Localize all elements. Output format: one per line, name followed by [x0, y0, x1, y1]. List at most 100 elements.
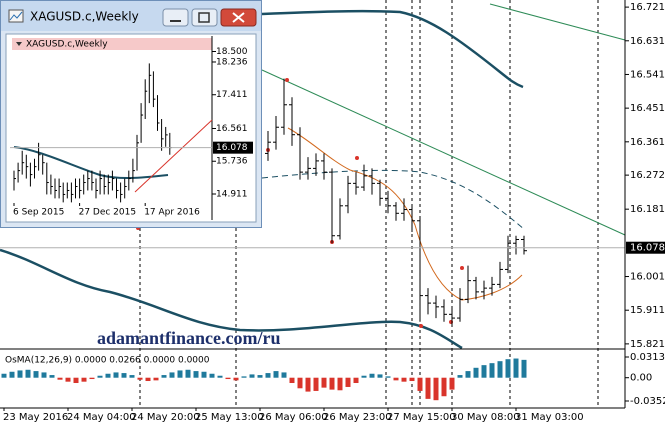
osma-bar [521, 359, 527, 378]
osma-bar [505, 359, 511, 378]
restore-icon [198, 12, 210, 23]
osma-bar [417, 377, 423, 391]
osma-bar [201, 371, 207, 378]
osma-bar [97, 375, 103, 378]
osma-bar [57, 377, 63, 380]
osma-bar [105, 373, 111, 378]
osma-bar [313, 377, 319, 391]
y-tick-label: 14.911 [216, 190, 248, 200]
y-tick-label: 16.541 [630, 69, 665, 80]
minimize-button[interactable] [162, 8, 189, 27]
osma-bar [321, 377, 327, 388]
osma-bar [449, 377, 455, 390]
osma-panel: OsMA(12,26,9) 0.0000 0.0266 0.0000 0.000… [0, 348, 665, 407]
osma-bar [129, 375, 135, 378]
osma-bar [169, 372, 175, 378]
osma-bar [401, 377, 407, 382]
osma-bar [513, 358, 519, 378]
x-tick-label: 27 May 15:00 [387, 412, 456, 423]
x-tick-label: 30 May 08:00 [451, 412, 520, 423]
osma-bar [273, 371, 279, 378]
watermark: adamantfinance.com/ru [97, 328, 281, 348]
y-tick-label: -0.0352 [630, 396, 665, 407]
osma-bar [249, 374, 255, 378]
axes-frame [0, 0, 626, 409]
osma-bar [41, 372, 47, 378]
osma-bar [337, 377, 343, 391]
osma-bar [369, 373, 375, 378]
x-tick-label: 25 May 13:00 [195, 412, 264, 423]
last-price-box [626, 241, 665, 254]
restore-button[interactable] [191, 8, 218, 27]
osma-bar [265, 373, 271, 378]
osma-bar [137, 377, 143, 380]
osma-bar [177, 370, 183, 378]
y-tick-label: 15.736 [216, 157, 248, 167]
y-tick-label: 16.361 [630, 137, 665, 148]
y-tick-label: 0.00 [630, 373, 652, 384]
osma-bar [329, 377, 335, 390]
osma-bar [465, 371, 471, 378]
y-tick-label: 16.272 [630, 170, 665, 181]
y-tick-label: 15.821 [630, 339, 665, 350]
osma-bar [9, 371, 15, 378]
osma-bar [345, 377, 351, 387]
osma-bar [425, 377, 431, 399]
osma-bar [385, 376, 391, 378]
title-bar [1, 1, 261, 31]
y-tick-label: 16.721 [630, 2, 665, 13]
osma-bar [121, 373, 127, 378]
y-tick-label: 18.236 [216, 57, 248, 67]
symbol-arrow [16, 42, 22, 46]
osma-bar [153, 377, 159, 381]
osma-bar [217, 375, 223, 378]
inset-trendline [134, 119, 213, 193]
osma-bar [145, 377, 151, 382]
y-tick-label: 16.451 [630, 103, 665, 114]
y-tick-label: 16.561 [216, 124, 248, 134]
y-tick-label: 16.631 [630, 36, 665, 47]
osma-bar [241, 376, 247, 378]
osma-bar [353, 377, 359, 384]
osma-bar [89, 377, 95, 380]
x-tick-label: 24 May 20:00 [131, 412, 200, 423]
x-tick-label: 27 Dec 2015 [79, 208, 137, 218]
x-tick-label: 31 May 03:00 [515, 412, 584, 423]
osma-bar [113, 372, 119, 378]
osma-bar [441, 377, 447, 397]
osma-bar [377, 374, 383, 378]
x-tick-label: 17 Apr 2016 [144, 208, 200, 218]
osma-bar [81, 377, 87, 382]
osma-bar [193, 371, 199, 378]
osma-bar [305, 377, 311, 392]
x-tick-label: 26 May 23:00 [323, 412, 392, 423]
osma-bar [1, 373, 7, 378]
osma-bar [33, 371, 39, 378]
osma-bar [225, 377, 231, 380]
window-title: XAGUSD.c,Weekly [30, 10, 139, 24]
osma-bar [185, 369, 191, 378]
osma-bar [281, 372, 287, 378]
symbol-bar [12, 38, 212, 50]
osma-bar [25, 369, 31, 378]
osma-title: OsMA(12,26,9) 0.0000 0.0266 0.0000 0.000… [5, 356, 210, 366]
last-price-label: 16.078 [216, 143, 248, 153]
osma-bar [209, 373, 215, 378]
y-tick-label: 16.001 [630, 272, 665, 283]
symbol-label: XAGUSD.c,Weekly [26, 40, 108, 50]
window-icon-line [9, 11, 23, 21]
osma-bar [49, 375, 55, 378]
osma-bar [257, 375, 263, 378]
indicators [0, 3, 626, 350]
osma-bar [433, 377, 439, 401]
y-tick-label: 18.500 [216, 47, 248, 57]
window-icon [8, 9, 24, 23]
close-icon [232, 12, 245, 23]
osma-bar [233, 377, 239, 381]
osma-bar [409, 377, 415, 382]
osma-bar [361, 375, 367, 378]
osma-bar [481, 365, 487, 378]
